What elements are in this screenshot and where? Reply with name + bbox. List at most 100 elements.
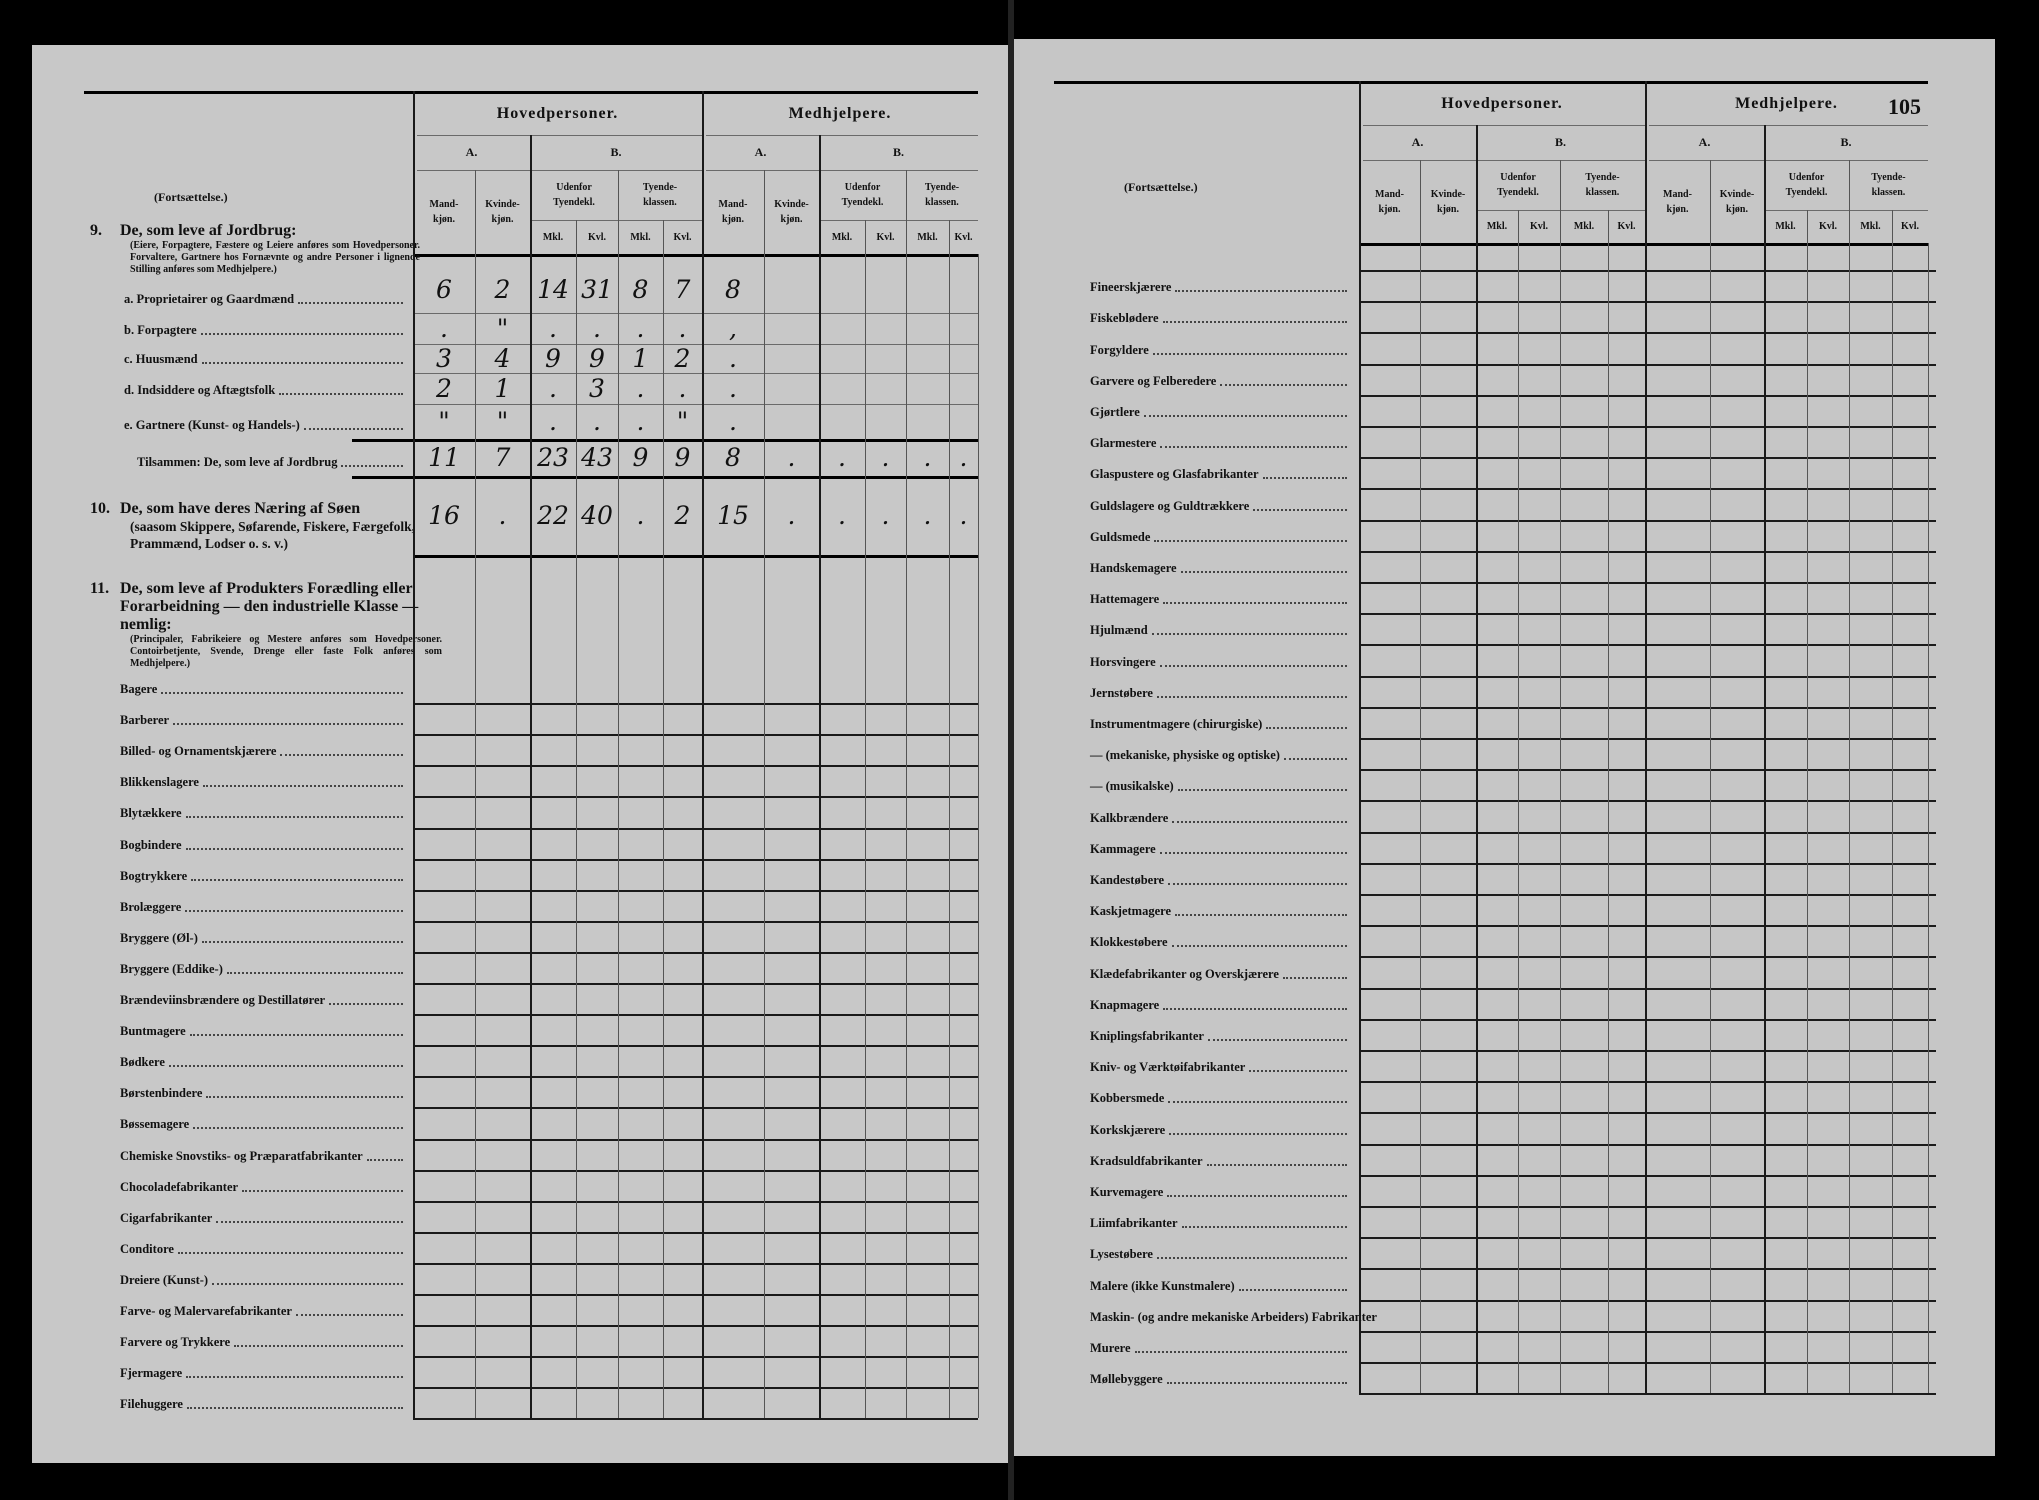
- column-line: [949, 220, 950, 254]
- item-label: Knapmagere: [1090, 997, 1160, 1012]
- column-line: [413, 254, 415, 1419]
- section-number: 9.: [90, 222, 102, 239]
- occupation-row: Jernstøbere: [1090, 676, 1351, 701]
- cell-value: [819, 265, 865, 313]
- cell-value: .: [549, 314, 557, 343]
- occupation-row: Kammagere: [1090, 832, 1351, 857]
- item-label: Murere: [1090, 1340, 1131, 1355]
- item-label: c. Huusmænd: [124, 352, 198, 366]
- rule-line: [413, 1325, 978, 1328]
- item-label: Kradsuldfabrikanter: [1090, 1153, 1203, 1168]
- item-label: Bøssemagere: [120, 1117, 190, 1132]
- kvindekjon-header: Kvinde- kjøn.: [1719, 188, 1755, 215]
- dot-leader: [1163, 1007, 1347, 1010]
- section-title: De, som leve af Produkters Forædling ell…: [120, 580, 419, 633]
- rule-line: [1359, 644, 1936, 647]
- cell-value: 15: [717, 501, 749, 530]
- occupation-row: Bryggere (Øl-): [120, 921, 407, 946]
- column-line: [1764, 243, 1766, 1394]
- occupation-row: Klædefabrikanter og Overskjærere: [1090, 956, 1351, 981]
- dot-leader: [1282, 976, 1347, 979]
- occupation-row: Blikkenslagere: [120, 765, 407, 790]
- item-label: e. Gartnere (Kunst- og Handels-): [124, 418, 300, 432]
- rule-line: [1359, 488, 1936, 491]
- column-line: [576, 220, 577, 254]
- mandkjon-header: Mand- kjøn.: [718, 199, 748, 225]
- cell-value: .: [787, 501, 796, 530]
- cell-value: .: [881, 443, 890, 472]
- item-label: Fjermagere: [120, 1366, 183, 1381]
- cell-value: .: [787, 443, 796, 472]
- item-label: Filehuggere: [120, 1397, 183, 1412]
- cell-value: 3: [436, 344, 452, 373]
- group-header-medhjelpere: Medhjelpere.: [788, 104, 892, 122]
- item-label: Fiskeblødere: [1090, 311, 1159, 326]
- rule-line: [1359, 582, 1936, 584]
- dot-leader: [186, 1376, 403, 1379]
- rule-line: [1359, 675, 1936, 678]
- item-label: Kaskjetmagere: [1090, 904, 1171, 919]
- rule-line: [1359, 1143, 1936, 1146]
- occupation-row: Bagere: [120, 672, 407, 697]
- column-line: [1476, 243, 1478, 1394]
- cell-value: [949, 373, 978, 404]
- dot-leader: [202, 785, 403, 788]
- cell-value: 23: [537, 443, 569, 472]
- column-line: [663, 254, 664, 1419]
- rule-line: [1363, 125, 1645, 126]
- dot-leader: [1169, 1132, 1347, 1135]
- dot-leader: [206, 1096, 403, 1099]
- rule-line: [413, 703, 978, 706]
- item-label: Korkskjærere: [1090, 1122, 1166, 1137]
- cell-value: 31: [581, 274, 613, 304]
- occupation-row: Brændeviinsbrændere og Destillatører: [120, 983, 407, 1008]
- item-label: d. Indsiddere og Aftægtsfolk: [124, 383, 276, 397]
- dot-leader: [1266, 726, 1347, 729]
- item-label: Blikkenslagere: [120, 775, 199, 790]
- udenfor-header: Udenfor Tyendekl.: [1785, 172, 1828, 198]
- dot-leader: [177, 1251, 403, 1254]
- book-spine: [1008, 0, 1014, 1500]
- item-label: Guldsmede: [1090, 529, 1151, 544]
- rule-line: [413, 796, 978, 799]
- cell-value: 2: [674, 344, 691, 373]
- cell-value: .: [593, 314, 601, 343]
- tyende-header: Tyende- klassen.: [924, 182, 960, 208]
- item-label: Hjulmænd: [1090, 623, 1148, 638]
- occupation-row: Chocoladefabrikanter: [120, 1170, 407, 1195]
- item-label: Blytækkere: [120, 806, 182, 821]
- item-label: Bryggere (Øl-): [120, 930, 198, 945]
- item-label: Glaspustere og Glasfabrikanter: [1090, 467, 1259, 482]
- cell-value: [949, 265, 978, 313]
- rule-line: [1359, 426, 1936, 428]
- kvindekjon-header: Kvinde- kjøn.: [485, 199, 520, 225]
- rule-line: [413, 555, 978, 558]
- rule-line: [1359, 1237, 1936, 1240]
- occupation-row: Bogtrykkere: [120, 859, 407, 884]
- item-label: Fineerskjærere: [1090, 280, 1172, 295]
- column-line: [1710, 160, 1711, 243]
- mkl-header: Mkl.: [917, 231, 938, 243]
- occupation-row: Maskin- (og andre mekaniske Arbeiders) F…: [1090, 1300, 1377, 1325]
- dot-leader: [1159, 664, 1347, 667]
- dot-leader: [234, 1345, 403, 1348]
- dot-leader: [1180, 570, 1347, 573]
- cell-value: .: [440, 314, 448, 343]
- dot-leader: [1163, 602, 1347, 605]
- kvl-header: Kvl.: [673, 231, 692, 243]
- item-label: Bogbindere: [120, 837, 182, 852]
- rule-line: [413, 344, 978, 345]
- kvl-header: Kvl.: [1900, 221, 1920, 232]
- cell-value: .: [593, 407, 601, 436]
- dot-leader: [1134, 1350, 1347, 1353]
- rule-line: [1359, 301, 1936, 304]
- dot-leader: [161, 692, 403, 695]
- occupation-row: — (mekaniske, physiske og optiske): [1090, 738, 1351, 763]
- cell-value: .: [636, 407, 645, 436]
- item-label: Chemiske Snovstiks- og Præparatfabrikant…: [120, 1148, 363, 1163]
- udenfor-header: Udenfor Tyendekl.: [553, 182, 595, 208]
- dot-leader: [1249, 1070, 1347, 1073]
- item-label: Cigarfabrikanter: [120, 1210, 213, 1225]
- tyende-header: Tyende- klassen.: [1585, 172, 1620, 198]
- section-note: (Principaler, Fabrikeiere og Mestere anf…: [130, 634, 442, 669]
